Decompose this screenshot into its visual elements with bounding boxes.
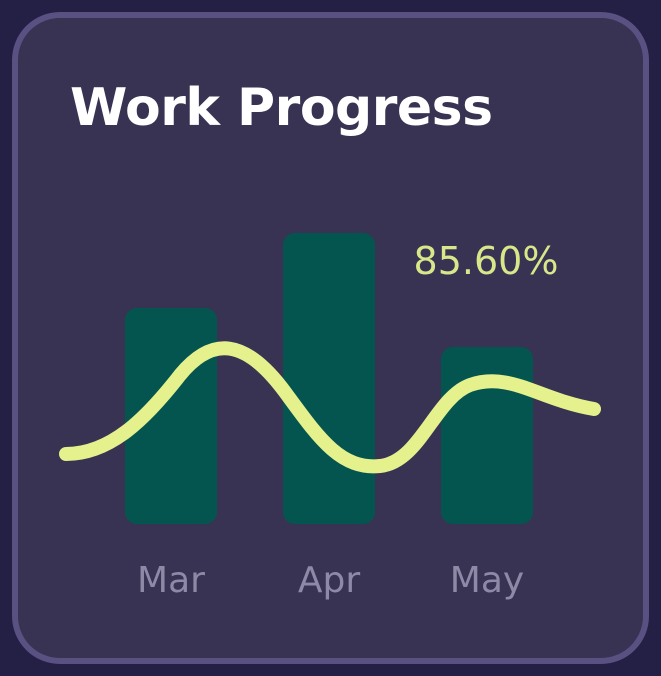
- category-label-may: May: [450, 560, 524, 601]
- bar-apr: [283, 233, 375, 524]
- category-label-apr: Apr: [298, 560, 360, 601]
- annotation-group: 85.60%: [414, 239, 559, 283]
- data-label-may: 85.60%: [414, 239, 559, 283]
- category-label-mar: Mar: [137, 560, 205, 601]
- card-title: Work Progress: [70, 78, 493, 138]
- trend-line: [59, 341, 601, 474]
- bar-may: [441, 347, 533, 524]
- category-label-group: Mar Apr May: [137, 560, 524, 601]
